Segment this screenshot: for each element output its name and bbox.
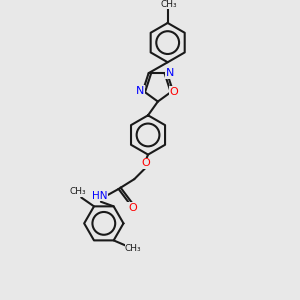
Text: HN: HN: [92, 191, 108, 201]
Text: O: O: [142, 158, 150, 168]
Text: N: N: [166, 68, 174, 78]
Text: N: N: [136, 86, 144, 96]
Text: O: O: [128, 203, 137, 213]
Text: CH₃: CH₃: [70, 187, 87, 196]
Text: O: O: [169, 87, 178, 97]
Text: CH₃: CH₃: [125, 244, 142, 253]
Text: CH₃: CH₃: [160, 0, 177, 9]
